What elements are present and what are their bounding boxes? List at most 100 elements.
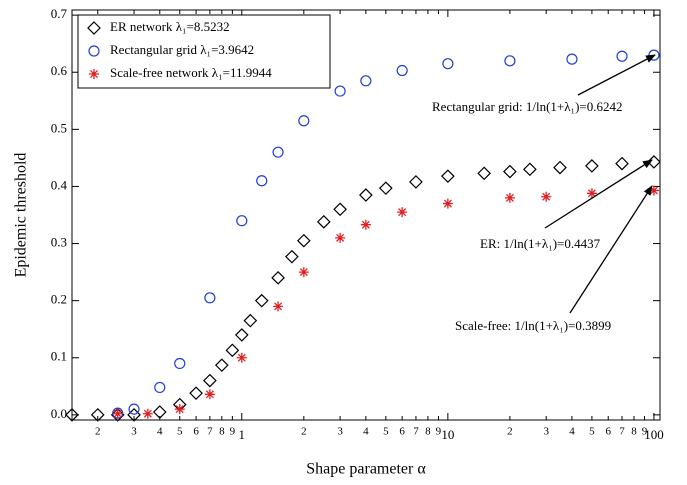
legend-marker [87,21,101,35]
diamond-point [585,159,599,173]
diamond-point [409,175,423,189]
diamond-point [110,408,125,422]
legend-marker [88,45,100,57]
legend-label: ER network λ₁=8.5232 [110,19,230,34]
star-point [335,232,346,243]
circle-point [256,175,268,187]
diamond-point [225,343,240,358]
star-point [142,408,153,419]
x-tick-label: 2 [301,426,307,438]
x-tick-label: 7 [207,426,213,438]
x-tick-label: 2 [95,426,101,438]
x-tick-label: 8 [219,426,225,438]
diamond-point [203,373,217,388]
diamond-point [285,249,299,264]
y-tick-label: 0.0 [51,406,67,421]
x-tick-label: 3 [131,426,137,438]
x-tick-label: 100 [644,427,664,442]
x-tick-label: 4 [569,426,575,438]
annotation: Rectangular grid: 1/ln(1+λ₁)=0.6242 [432,99,623,114]
star-point [236,352,247,363]
annotation-arrow [577,54,656,96]
annotation-arrow [544,159,653,229]
annotation-arrow [569,185,653,314]
y-tick-label: 0.6 [51,63,68,78]
circle-point [236,215,248,227]
x-tick-label: 1 [239,427,246,442]
y-tick-label: 0.4 [51,177,68,192]
diamond-point [503,164,517,179]
x-tick-label: 5 [383,426,389,438]
diamond-point [359,188,373,202]
x-tick-label: 6 [193,426,199,438]
circle-point [504,55,516,67]
diamond-point [523,162,537,177]
x-tick-label: 6 [399,426,405,438]
circle-point [396,64,408,77]
y-tick-label: 0.7 [51,6,68,21]
diamond-point [90,408,105,422]
legend-label: Rectangular grid λ₁=3.9642 [110,42,254,57]
circle-point [442,58,454,70]
diamond-point [296,233,311,248]
star-point [204,389,215,400]
circle-point [334,85,346,97]
diamond-point [477,166,492,181]
x-tick-label: 4 [157,426,163,438]
x-tick-label: 5 [589,426,595,438]
y-tick-label: 0.3 [51,235,67,250]
x-tick-label: 6 [605,426,611,438]
circle-point [154,381,166,394]
x-tick-label: 4 [363,426,369,438]
x-axis-label: Shape parameter α [306,461,426,478]
x-tick-label: 7 [413,426,419,438]
diamond-point [254,293,269,308]
star-point [504,192,515,203]
star-point [397,207,408,218]
y-axis-label: Epidemic threshold [13,153,30,278]
diamond-point [615,156,629,171]
x-tick-label: 5 [177,426,183,438]
diamond-point [441,169,455,184]
circle-point [204,292,216,304]
star-point [586,188,597,199]
annotation: Scale-free: 1/ln(1+λ₁)=0.3899 [455,318,611,333]
x-tick-label: 3 [337,426,343,438]
diamond-point [189,386,203,401]
star-point [112,408,123,419]
star-point [298,267,309,278]
diamond-point [316,215,331,229]
x-tick-label: 7 [619,426,625,438]
diamond-point [65,408,79,422]
diamond-point [378,181,393,196]
circle-point [616,50,628,62]
x-tick-label: 10 [441,427,454,442]
star-point [174,404,185,415]
circle-point [298,115,310,127]
star-point [273,301,284,312]
diamond-point [333,202,347,217]
legend-marker [89,69,99,79]
diamond-point [243,313,258,328]
circle-point [174,357,186,370]
x-tick-label: 2 [507,426,513,438]
x-tick-label: 8 [631,426,637,438]
star-point [541,191,552,202]
diamond-point [152,405,167,419]
diamond-point [271,270,285,285]
x-tick-label: 9 [436,426,442,438]
star-point [360,219,371,230]
x-tick-label: 8 [425,426,431,438]
legend-box [77,14,331,89]
circle-point [272,146,284,158]
star-point [648,185,659,196]
circle-point [128,403,140,415]
diamond-point [553,160,567,175]
x-tick-label: 9 [230,426,236,438]
legend-label: Scale-free network λ₁=11.9944 [110,65,272,80]
annotation: ER: 1/ln(1+λ₁)=0.4437 [480,236,601,251]
x-tick-label: 9 [642,426,648,438]
y-tick-label: 0.1 [51,349,67,364]
star-point [442,198,453,209]
